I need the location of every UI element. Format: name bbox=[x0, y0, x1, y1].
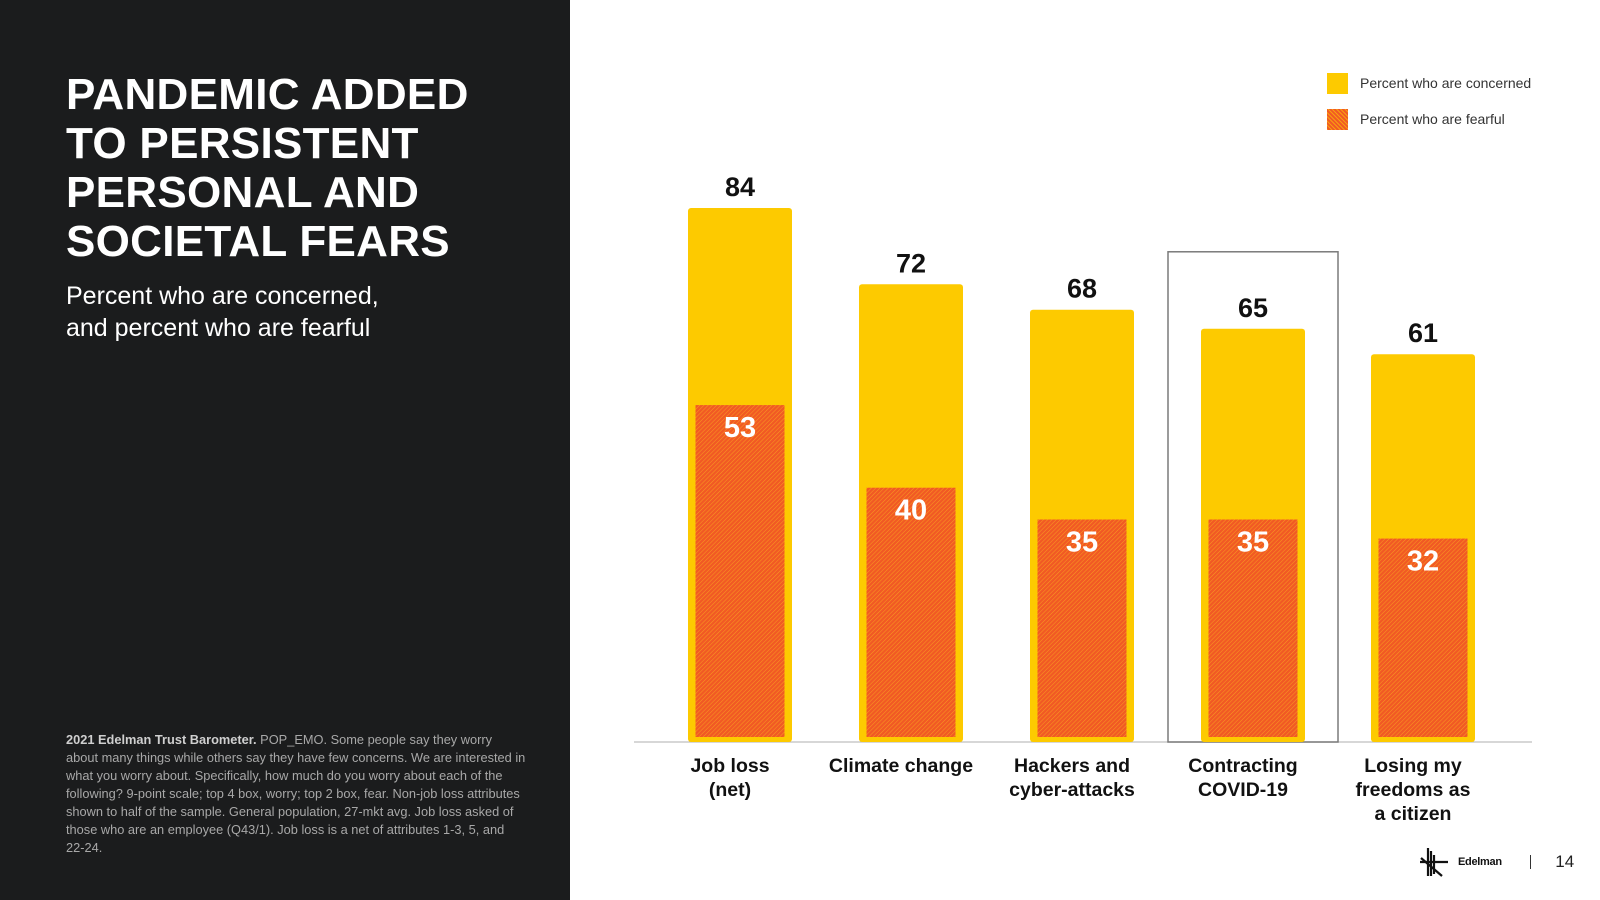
value-label-concerned: 72 bbox=[896, 248, 926, 278]
category-label: Job loss (net) bbox=[690, 755, 769, 801]
value-label-concerned: 68 bbox=[1067, 274, 1097, 304]
category-label-line: a citizen bbox=[1375, 803, 1452, 825]
bar-fearful bbox=[866, 487, 956, 737]
legend-swatch-fearful bbox=[1327, 108, 1348, 130]
category-label-line: Climate change bbox=[829, 755, 973, 777]
value-label-fearful: 40 bbox=[895, 495, 927, 527]
slide-subtitle: Percent who are concerned, and percent w… bbox=[66, 280, 546, 344]
category-label: Contracting COVID-19 bbox=[1188, 755, 1297, 801]
logo-wordmark: Edelman bbox=[1458, 856, 1502, 868]
chart-legend: Percent who are concerned Percent who ar… bbox=[1327, 72, 1531, 144]
category-label-line: (net) bbox=[709, 779, 751, 801]
title-line: PANDEMIC ADDED bbox=[66, 70, 469, 119]
legend-item-fearful: Percent who are fearful bbox=[1327, 108, 1531, 130]
value-label-fearful: 35 bbox=[1066, 527, 1098, 559]
category-label-line: Contracting bbox=[1188, 755, 1297, 777]
category-label-line: Job loss bbox=[690, 755, 769, 777]
bar-fearful bbox=[695, 405, 785, 737]
value-label-concerned: 65 bbox=[1238, 293, 1268, 323]
legend-swatch-concerned bbox=[1327, 72, 1348, 94]
category-label-line: COVID-19 bbox=[1198, 779, 1288, 801]
value-label-fearful: 32 bbox=[1407, 546, 1439, 578]
value-label-fearful: 53 bbox=[724, 412, 756, 444]
bar-fearful bbox=[1378, 538, 1468, 737]
bar-fearful bbox=[1037, 519, 1127, 737]
page-number: 14 bbox=[1555, 852, 1575, 871]
category-label-line: cyber-attacks bbox=[1009, 779, 1135, 801]
footnote-text: POP_EMO. Some people say they worry abou… bbox=[66, 732, 526, 855]
value-label-fearful: 35 bbox=[1237, 527, 1269, 559]
category-label-line: Hackers and bbox=[1014, 755, 1130, 777]
subtitle-line: and percent who are fearful bbox=[66, 314, 371, 342]
bar-fearful bbox=[1208, 519, 1298, 737]
footnote-source: 2021 Edelman Trust Barometer. bbox=[66, 732, 257, 747]
value-label-concerned: 61 bbox=[1408, 318, 1438, 348]
legend-label-fearful: Percent who are fearful bbox=[1360, 111, 1505, 127]
footer: Edelman 14 bbox=[1418, 846, 1574, 878]
bar-chart: 84 53 Job loss (net) 72 40 Climate change 68 35 H… bbox=[634, 172, 1532, 825]
title-line: TO PERSISTENT bbox=[66, 119, 419, 168]
legend-item-concerned: Percent who are concerned bbox=[1327, 72, 1531, 94]
category-label-line: Losing my bbox=[1364, 755, 1462, 777]
category-label: Climate change bbox=[829, 755, 973, 777]
slide-title: PANDEMIC ADDED TO PERSISTENT PERSONAL AN… bbox=[66, 70, 546, 266]
subtitle-line: Percent who are concerned, bbox=[66, 282, 379, 310]
category-label: Hackers and cyber-attacks bbox=[1009, 755, 1135, 801]
footer-separator bbox=[1529, 855, 1532, 869]
left-panel: PANDEMIC ADDED TO PERSISTENT PERSONAL AN… bbox=[0, 0, 570, 900]
footnote: 2021 Edelman Trust Barometer. POP_EMO. S… bbox=[66, 731, 526, 857]
title-line: PERSONAL AND bbox=[66, 168, 420, 217]
title-line: SOCIETAL FEARS bbox=[66, 217, 450, 266]
legend-label-concerned: Percent who are concerned bbox=[1360, 75, 1532, 91]
category-label: Losing my freedoms as a citizen bbox=[1356, 755, 1471, 825]
edelman-logo-icon bbox=[1420, 848, 1448, 877]
category-label-line: freedoms as bbox=[1356, 779, 1471, 801]
value-label-concerned: 84 bbox=[725, 172, 755, 202]
